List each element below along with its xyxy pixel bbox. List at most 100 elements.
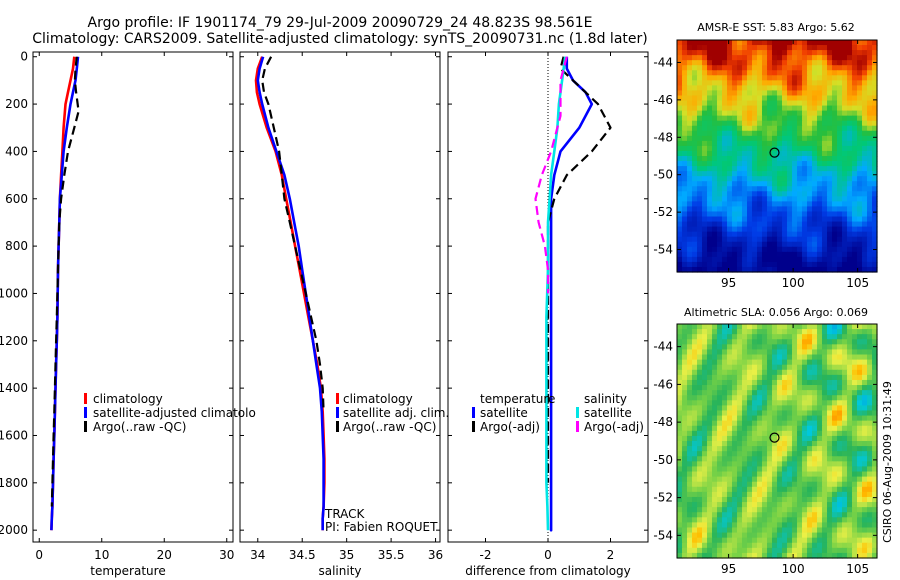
- heatmap-cell: [752, 110, 758, 117]
- heatmap-cell: [682, 246, 688, 253]
- heatmap-cell: [732, 120, 738, 127]
- heatmap-cell: [862, 537, 868, 544]
- heatmap-cell: [807, 502, 813, 508]
- heatmap-cell: [802, 100, 808, 107]
- heatmap-cell: [752, 45, 758, 51]
- heatmap-cell: [722, 491, 728, 498]
- heatmap-cell: [867, 400, 873, 406]
- heatmap-cell: [802, 231, 808, 238]
- heatmap-cell: [847, 171, 853, 177]
- heatmap-cell: [817, 156, 823, 162]
- heatmap-cell: [817, 125, 823, 132]
- heatmap-cell: [867, 456, 873, 462]
- heatmap-cell: [817, 451, 823, 457]
- heatmap-cell: [827, 542, 833, 549]
- heatmap-cell: [767, 130, 773, 137]
- heatmap-cell: [807, 226, 813, 233]
- heatmap-cell: [717, 125, 723, 132]
- heatmap-cell: [742, 476, 748, 483]
- heatmap-cell: [722, 196, 728, 202]
- heatmap-cell: [727, 512, 733, 518]
- heatmap-cell: [777, 145, 783, 152]
- heatmap-cell: [777, 329, 783, 335]
- heatmap-cell: [807, 236, 813, 243]
- heatmap-cell: [757, 502, 763, 508]
- heatmap-cell: [842, 95, 848, 102]
- heatmap-cell: [682, 420, 688, 427]
- heatmap-cell: [747, 379, 753, 386]
- heatmap-cell: [742, 140, 748, 147]
- heatmap-cell: [867, 395, 873, 401]
- heatmap-cell: [822, 329, 828, 335]
- heatmap-cell: [852, 85, 858, 92]
- heatmap-cell: [852, 379, 858, 386]
- heatmap-cell: [762, 196, 768, 202]
- heatmap-cell: [717, 374, 723, 381]
- heatmap-cell: [737, 425, 743, 432]
- heatmap-cell: [732, 547, 738, 554]
- heatmap-cell: [762, 527, 768, 534]
- heatmap-cell: [777, 236, 783, 243]
- heatmap-cell: [752, 120, 758, 127]
- heatmap-cell: [852, 120, 858, 127]
- heatmap-cell: [717, 75, 723, 81]
- x-tick-label: 95: [721, 562, 736, 576]
- heatmap-cell: [767, 456, 773, 462]
- heatmap-cell: [717, 176, 723, 182]
- heatmap-cell: [677, 201, 683, 208]
- heatmap-cell: [792, 55, 798, 61]
- heatmap-cell: [772, 191, 778, 197]
- heatmap-cell: [687, 140, 693, 147]
- heatmap-cell: [837, 405, 843, 412]
- heatmap-cell: [682, 552, 688, 559]
- heatmap-cell: [712, 491, 718, 498]
- heatmap-cell: [802, 471, 808, 478]
- heatmap-cell: [772, 186, 778, 192]
- heatmap-cell: [692, 334, 698, 340]
- heatmap-cell: [872, 512, 878, 518]
- heatmap-cell: [712, 140, 718, 147]
- heatmap-cell: [717, 502, 723, 508]
- heatmap-cell: [762, 55, 768, 61]
- heatmap-cell: [767, 251, 773, 258]
- heatmap-cell: [682, 415, 688, 422]
- heatmap-cell: [822, 415, 828, 422]
- heatmap-cell: [772, 211, 778, 218]
- heatmap-cell: [712, 522, 718, 529]
- heatmap-cell: [732, 334, 738, 340]
- heatmap-cell: [837, 435, 843, 442]
- heatmap-cell: [687, 120, 693, 127]
- heatmap-cell: [682, 75, 688, 81]
- heatmap-cell: [812, 354, 818, 361]
- heatmap-cell: [772, 125, 778, 132]
- heatmap-cell: [777, 390, 783, 396]
- heatmap-cell: [827, 364, 833, 371]
- heatmap-cell: [747, 206, 753, 213]
- heatmap-cell: [832, 40, 838, 46]
- heatmap-cell: [782, 410, 788, 417]
- heatmap-cell: [742, 390, 748, 396]
- heatmap-cell: [702, 481, 708, 488]
- heatmap-cell: [757, 537, 763, 544]
- heatmap-cell: [842, 150, 848, 157]
- heatmap-cell: [857, 140, 863, 147]
- heatmap-cell: [777, 95, 783, 102]
- heatmap-cell: [812, 379, 818, 386]
- heatmap-cell: [757, 324, 763, 330]
- heatmap-cell: [817, 491, 823, 498]
- heatmap-cell: [817, 251, 823, 258]
- heatmap-cell: [802, 522, 808, 529]
- heatmap-cell: [782, 324, 788, 330]
- heatmap-cell: [757, 241, 763, 248]
- heatmap-cell: [732, 410, 738, 417]
- heatmap-cell: [782, 45, 788, 51]
- heatmap-cell: [812, 415, 818, 422]
- heatmap-cell: [822, 425, 828, 432]
- heatmap-cell: [872, 364, 878, 371]
- heatmap-cell: [737, 542, 743, 549]
- heatmap-cell: [717, 329, 723, 335]
- heatmap-cell: [872, 420, 878, 427]
- heatmap-cell: [862, 532, 868, 539]
- heatmap-cell: [827, 40, 833, 46]
- sla-map-frame: [676, 323, 878, 559]
